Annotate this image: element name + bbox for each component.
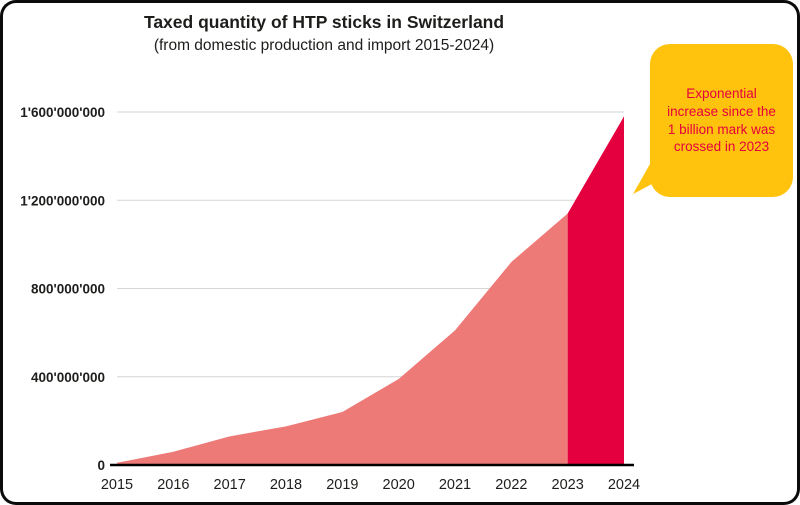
y-axis-tick-label: 1'600'000'000 [20,105,105,120]
y-axis-tick-label: 1'200'000'000 [20,193,105,208]
x-axis-tick-label: 2023 [552,477,584,493]
x-axis-tick-label: 2020 [383,477,415,493]
callout-text: Exponential increase since the 1 billion… [667,86,776,155]
x-axis-tick-label: 2017 [214,477,246,493]
chart-subtitle: (from domestic production and import 201… [153,37,495,54]
callout-bubble: Exponential increase since the 1 billion… [650,44,793,197]
y-axis-tick-label: 400'000'000 [31,370,105,385]
x-axis-tick-label: 2024 [608,477,640,493]
x-axis-tick-label: 2015 [101,477,133,493]
area-series-main [117,213,568,465]
x-axis-tick-label: 2018 [270,477,302,493]
area-series-highlight [567,116,624,465]
x-axis-tick-label: 2016 [157,477,189,493]
x-axis-tick-label: 2019 [326,477,358,493]
y-axis-tick-label: 0 [97,458,105,473]
chart-header: Taxed quantity of HTP sticks in Switzerl… [0,12,648,55]
x-axis-tick-label: 2022 [495,477,527,493]
y-axis-tick-label: 800'000'000 [31,282,105,297]
chart-title: Taxed quantity of HTP sticks in Switzerl… [143,12,505,32]
x-axis-tick-label: 2021 [439,477,471,493]
